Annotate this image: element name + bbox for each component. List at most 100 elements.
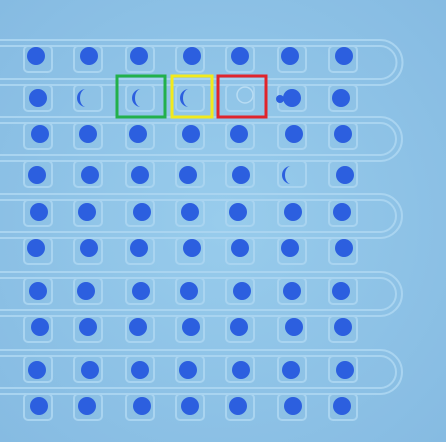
droplet [332,282,350,300]
yellow-box [170,74,214,119]
channel-turn [379,355,397,389]
droplet [334,125,352,143]
droplet [130,47,148,65]
channel-turn [379,122,397,156]
well-outline [225,315,255,343]
droplet [335,239,353,257]
well-outline [277,237,307,265]
droplet [81,361,99,379]
droplet [80,239,98,257]
droplet [285,125,303,143]
droplet [130,239,148,257]
green-box [115,74,167,119]
well-outline [23,237,53,265]
droplet [180,282,198,300]
well-outline [277,122,307,150]
droplet [181,203,199,221]
droplet [79,318,97,336]
well-outline [328,84,358,112]
droplet [131,166,149,184]
well-outline [328,315,358,343]
well-outline [125,277,155,305]
well-outline [225,84,255,112]
well-outline [175,122,205,150]
crescent-droplet [282,166,291,184]
well-outline [175,277,205,305]
droplet [28,361,46,379]
well-outline [125,315,155,343]
channel-turn [379,199,397,233]
droplet [30,203,48,221]
droplet [332,89,350,107]
droplet [276,95,284,103]
well-outline [125,237,155,265]
droplet [284,203,302,221]
well-outline [73,45,103,73]
droplet [335,47,353,65]
well-outline [23,160,53,188]
droplet [336,166,354,184]
droplet [283,282,301,300]
well-outline [328,355,358,383]
droplet [230,318,248,336]
droplet [179,166,197,184]
droplet [79,125,97,143]
well-outline [125,393,155,421]
well-outline [277,393,307,421]
channel-turn [379,277,397,311]
droplet [29,89,47,107]
droplet [230,125,248,143]
empty-well [236,86,254,104]
droplet [336,361,354,379]
well-outline [175,393,205,421]
droplet [129,318,147,336]
well-outline [125,45,155,73]
droplet [232,166,250,184]
red-box [216,74,268,119]
droplet [281,239,299,257]
droplet [78,397,96,415]
droplet [285,318,303,336]
droplet [77,282,95,300]
channel-turn [379,349,403,395]
droplet [182,318,200,336]
well-outline [73,199,103,227]
well-outline [225,160,255,188]
droplet [182,125,200,143]
wells [27,47,354,415]
channel-turn [379,116,403,162]
droplet [27,239,45,257]
droplet [233,282,251,300]
well-outline [125,160,155,188]
well-outline [125,199,155,227]
crescent-droplet [132,89,141,107]
well-outline [23,315,53,343]
droplet [131,361,149,379]
well-outline [73,237,103,265]
well-outline [225,277,255,305]
well-outline [277,199,307,227]
well-outline [328,199,358,227]
well-outline [73,315,103,343]
well-outline [23,393,53,421]
channel-turn [379,193,403,239]
well-outline [73,122,103,150]
well-outline [73,84,103,112]
droplet [81,166,99,184]
well-outline [328,45,358,73]
well-outline [23,199,53,227]
droplet [229,203,247,221]
droplet [30,397,48,415]
droplet [183,239,201,257]
droplet [183,47,201,65]
droplet [132,282,150,300]
channels [0,39,404,421]
well-outline [23,45,53,73]
well-outline [225,237,255,265]
well-outline [225,393,255,421]
crescent-droplet [180,89,189,107]
well-outline [23,84,53,112]
